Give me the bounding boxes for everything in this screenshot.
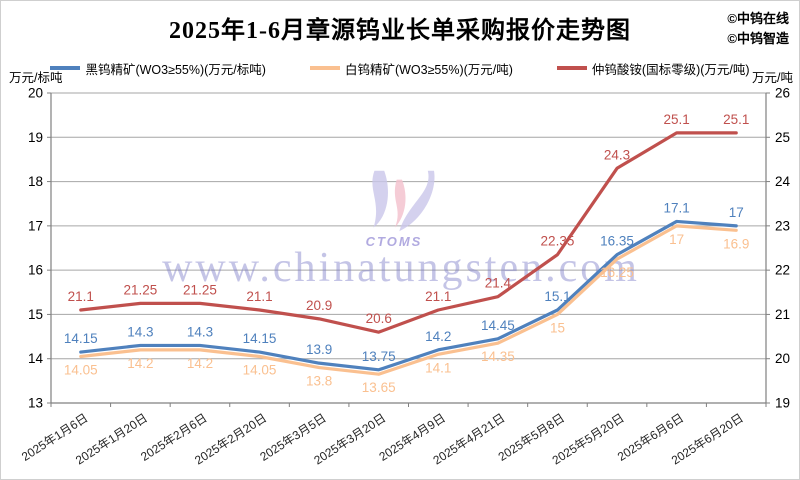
- series-line: [79, 224, 738, 376]
- data-point-label: 14.3: [187, 324, 213, 339]
- right-axis-tick-label: 19: [775, 396, 790, 411]
- data-point-label: 21.1: [425, 289, 451, 304]
- left-axis-tick-label: 17: [28, 218, 43, 233]
- data-point-label: 14.45: [481, 318, 515, 333]
- left-axis-tick-label: 18: [28, 174, 43, 189]
- data-point-label: 21.25: [183, 282, 217, 297]
- data-point-label: 21.1: [68, 289, 94, 304]
- left-axis-tick-label: 13: [28, 396, 43, 411]
- right-axis-unit-label: 万元/吨: [752, 71, 793, 85]
- data-point-label: 13.9: [306, 342, 332, 357]
- data-point-label: 13.75: [362, 349, 396, 364]
- data-point-label: 20.9: [306, 298, 332, 313]
- watermark-url-text: www.chinatungsten.com: [162, 245, 640, 291]
- data-point-label: 24.3: [604, 147, 630, 162]
- data-point-label: 13.8: [306, 374, 332, 389]
- legend-item-black-tungsten: 黑钨精矿(WO3≥55%)(万元/标吨): [50, 59, 266, 78]
- legend-item-white-tungsten: 白钨精矿(WO3≥55%)(万元/吨): [309, 59, 513, 78]
- x-axis-date-label: 2025年5月8日: [496, 411, 567, 464]
- data-point-label: 16.9: [723, 236, 749, 251]
- x-axis-date-label: 2025年1月20日: [73, 411, 150, 468]
- x-axis-date-label: 2025年3月20日: [311, 411, 388, 468]
- data-point-label: 17.1: [663, 200, 689, 215]
- data-point-label: 14.15: [64, 331, 98, 346]
- left-axis-tick-label: 14: [28, 351, 44, 366]
- branding-line-2: ©中钨智造: [727, 31, 789, 47]
- data-point-label: 14.2: [127, 356, 153, 371]
- series-line: [79, 131, 738, 334]
- data-point-label: 21.4: [485, 276, 512, 291]
- data-point-label: 13.65: [362, 380, 396, 395]
- ctoms-logo-icon: [372, 170, 435, 232]
- chart-title: 2025年1-6月章源钨业长单采购报价走势图: [169, 18, 631, 44]
- legend-swatch-red-line-icon: [556, 66, 587, 70]
- x-axis-date-label: 2025年6月20日: [669, 411, 746, 468]
- data-point-label: 16.25: [600, 265, 634, 280]
- x-axis-date-label: 2025年6月6日: [615, 411, 686, 464]
- data-point-label: 14.2: [187, 356, 213, 371]
- data-point-label: 16.35: [600, 234, 634, 249]
- x-axis-date-label: 2025年1月6日: [19, 411, 90, 464]
- x-axis-date-label: 2025年3月5日: [257, 411, 328, 464]
- data-point-label: 15: [550, 320, 565, 335]
- data-point-label: 22.35: [541, 234, 575, 249]
- legend-label-apt: 仲钨酸铵(国标零级)(万元/吨): [591, 62, 750, 77]
- legend-item-apt: 仲钨酸铵(国标零级)(万元/吨): [556, 59, 750, 78]
- data-point-label: 14.1: [425, 360, 451, 375]
- left-axis-tick-label: 15: [28, 307, 43, 322]
- ctoms-caption: CTOMS: [365, 234, 423, 249]
- branding-marks: ©中钨在线 ©中钨智造: [727, 9, 789, 49]
- data-point-label: 14.05: [243, 363, 277, 378]
- left-axis-tick-label: 20: [28, 86, 43, 101]
- data-point-label: 21.1: [246, 289, 272, 304]
- series-line: [79, 219, 738, 372]
- legend-swatch-blue-line-icon: [50, 66, 81, 70]
- right-axis-tick-label: 21: [775, 307, 790, 322]
- right-axis-tick-label: 23: [775, 218, 790, 233]
- data-point-label: 14.15: [243, 331, 277, 346]
- data-point-label: 21.25: [123, 282, 157, 297]
- x-axis-date-label: 2025年2月20日: [192, 411, 269, 468]
- data-point-label: 14.35: [481, 349, 515, 364]
- legend-label-black-tungsten: 黑钨精矿(WO3≥55%)(万元/标吨): [85, 62, 266, 77]
- left-axis-tick-label: 19: [28, 130, 43, 145]
- x-axis-date-label: 2025年4月9日: [377, 411, 448, 464]
- data-point-label: 17: [729, 205, 744, 220]
- right-axis-tick-label: 24: [775, 174, 791, 189]
- data-point-label: 20.6: [366, 311, 392, 326]
- data-point-label: 14.2: [425, 329, 451, 344]
- data-point-label: 15.1: [544, 289, 570, 304]
- data-point-label: 14.05: [64, 363, 98, 378]
- right-axis-tick-label: 20: [775, 351, 790, 366]
- legend-label-white-tungsten: 白钨精矿(WO3≥55%)(万元/吨): [344, 62, 513, 77]
- left-axis-tick-label: 16: [28, 263, 43, 278]
- x-axis-date-label: 2025年4月21日: [431, 411, 508, 468]
- x-axis-date-label: 2025年5月20日: [550, 411, 627, 468]
- right-axis-tick-label: 26: [775, 86, 790, 101]
- chart-legend: 黑钨精矿(WO3≥55%)(万元/标吨) 白钨精矿(WO3≥55%)(万元/吨)…: [41, 58, 759, 78]
- data-point-label: 14.3: [127, 324, 153, 339]
- x-axis-date-label: 2025年2月6日: [138, 411, 209, 464]
- branding-line-1: ©中钨在线: [727, 11, 789, 26]
- legend-swatch-tan-line-icon: [309, 66, 340, 70]
- data-point-label: 25.1: [723, 112, 749, 127]
- left-axis-unit-label: 万元/标吨: [9, 71, 63, 85]
- data-point-label: 25.1: [663, 112, 689, 127]
- data-point-label: 17: [669, 232, 684, 247]
- right-axis-tick-label: 22: [775, 263, 790, 278]
- right-axis-tick-label: 25: [775, 130, 790, 145]
